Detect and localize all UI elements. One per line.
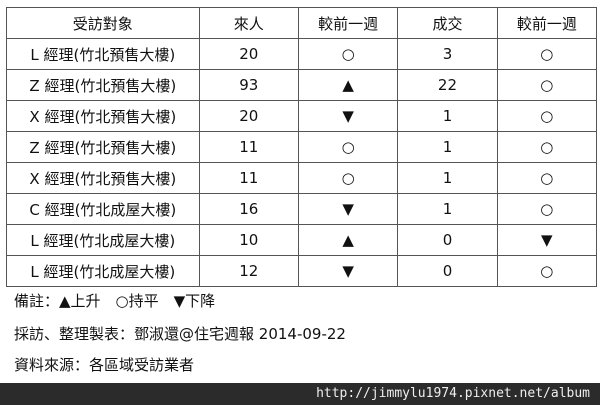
table-cell: 3 — [397, 38, 498, 70]
table-cell: 11 — [198, 131, 299, 163]
table-cell: C 經理(竹北成屋大樓) — [6, 193, 200, 225]
table-cell: ○ — [496, 100, 598, 132]
interview-table: 受訪對象 來人 較前一週 成交 較前一週 L 經理(竹北預售大樓) 20 ○ 3 ○ Z … — [6, 7, 598, 287]
table-cell: ○ — [496, 38, 598, 70]
table-cell: X 經理(竹北預售大樓) — [6, 100, 200, 132]
table-cell: ○ — [496, 193, 598, 225]
table-row: X 經理(竹北預售大樓) 11 ○ 1 ○ — [6, 162, 598, 194]
table-row: C 經理(竹北成屋大樓) 16 ▼ 1 ○ — [6, 193, 598, 225]
table-cell: ▼ — [496, 224, 598, 256]
table-cell: 1 — [397, 193, 498, 225]
table-cell: Z 經理(竹北預售大樓) — [6, 69, 200, 101]
legend-note: 備註：▲上升 ○持平 ▼下降 — [14, 292, 216, 310]
table-cell: ▼ — [297, 100, 399, 132]
table-cell: ○ — [297, 38, 399, 70]
table-cell: L 經理(竹北預售大樓) — [6, 38, 200, 70]
table-cell: ○ — [496, 255, 598, 287]
table-cell: 12 — [198, 255, 299, 287]
table-cell: ○ — [496, 131, 598, 163]
table-cell: 11 — [198, 162, 299, 194]
header-cell: 來人 — [198, 7, 299, 39]
table-cell: L 經理(竹北成屋大樓) — [6, 224, 200, 256]
table-cell: 20 — [198, 38, 299, 70]
table-cell: 0 — [397, 224, 498, 256]
header-cell: 較前一週 — [297, 7, 399, 39]
table-cell: 22 — [397, 69, 498, 101]
table-cell: ○ — [496, 162, 598, 194]
table-cell: ▼ — [297, 255, 399, 287]
header-cell: 成交 — [397, 7, 498, 39]
table-cell: 1 — [397, 100, 498, 132]
table-cell: ▲ — [297, 69, 399, 101]
table-row: X 經理(竹北預售大樓) 20 ▼ 1 ○ — [6, 100, 598, 132]
author-note: 採訪、整理製表：鄧淑還@住宅週報 2014-09-22 — [14, 325, 346, 343]
header-cell: 受訪對象 — [6, 7, 200, 39]
table-cell: 1 — [397, 162, 498, 194]
table-cell: 20 — [198, 100, 299, 132]
header-row: 受訪對象 來人 較前一週 成交 較前一週 — [6, 7, 598, 39]
table-cell: 1 — [397, 131, 498, 163]
watermark-bar: http://jimmylu1974.pixnet.net/album — [0, 383, 600, 405]
table-cell: 16 — [198, 193, 299, 225]
table-cell: 10 — [198, 224, 299, 256]
table-cell: ○ — [496, 69, 598, 101]
table-cell: ▲ — [297, 224, 399, 256]
table-row: L 經理(竹北成屋大樓) 10 ▲ 0 ▼ — [6, 224, 598, 256]
table-cell: X 經理(竹北預售大樓) — [6, 162, 200, 194]
table-row: Z 經理(竹北預售大樓) 93 ▲ 22 ○ — [6, 69, 598, 101]
table-cell: Z 經理(竹北預售大樓) — [6, 131, 200, 163]
table-cell: ○ — [297, 131, 399, 163]
table-cell: ○ — [297, 162, 399, 194]
table-cell: 0 — [397, 255, 498, 287]
header-cell: 較前一週 — [496, 7, 598, 39]
table-row: L 經理(竹北預售大樓) 20 ○ 3 ○ — [6, 38, 598, 70]
table-cell: 93 — [198, 69, 299, 101]
table-row: L 經理(竹北成屋大樓) 12 ▼ 0 ○ — [6, 255, 598, 287]
source-note: 資料來源：各區域受訪業者 — [14, 356, 195, 374]
table-cell: ▼ — [297, 193, 399, 225]
table-row: Z 經理(竹北預售大樓) 11 ○ 1 ○ — [6, 131, 598, 163]
table-cell: L 經理(竹北成屋大樓) — [6, 255, 200, 287]
